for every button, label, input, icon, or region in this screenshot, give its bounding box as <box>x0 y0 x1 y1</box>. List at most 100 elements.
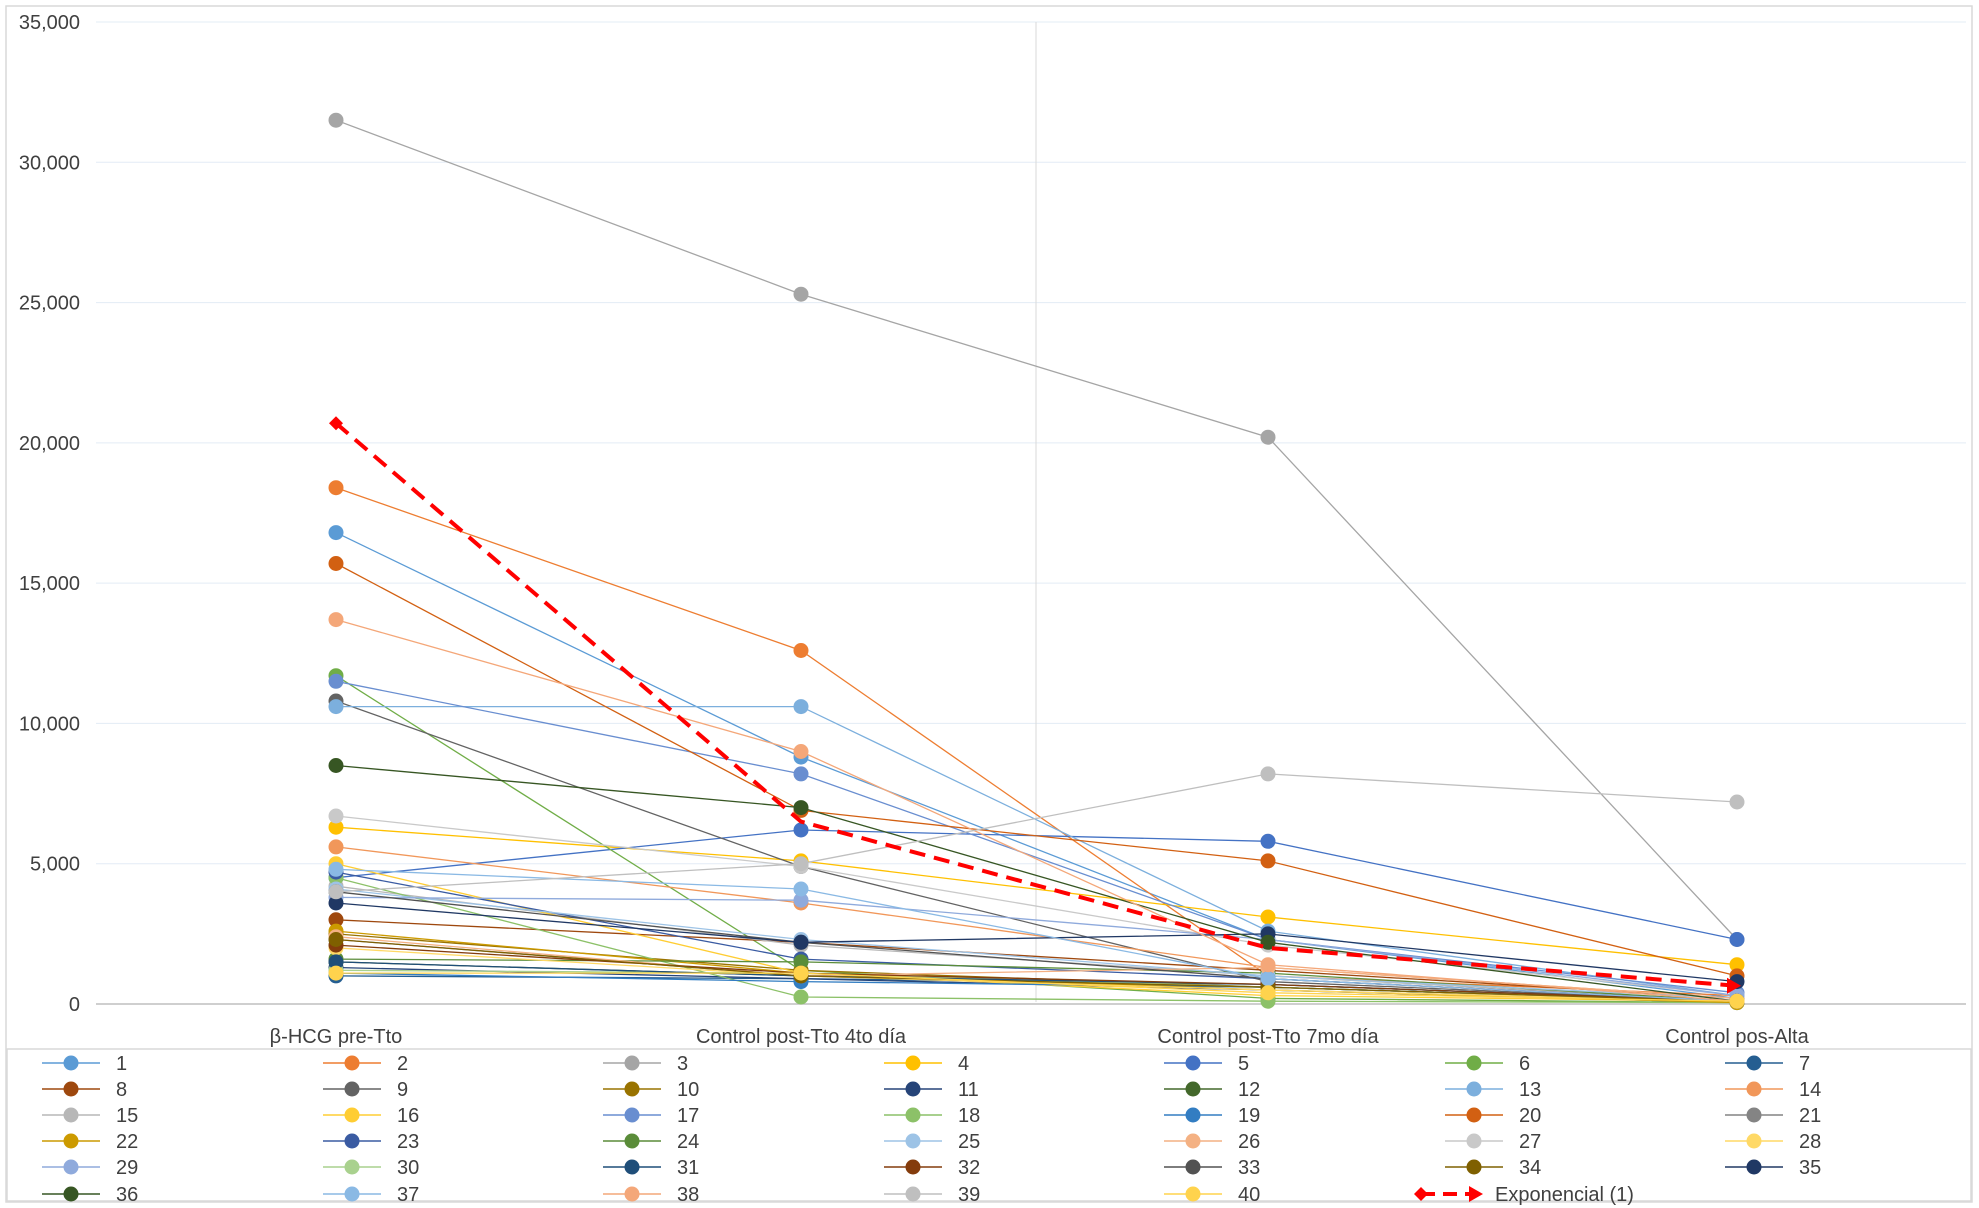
legend-marker <box>63 1107 79 1123</box>
data-point <box>328 525 344 541</box>
legend-label: 3 <box>677 1053 688 1075</box>
legend-item-31: 31 <box>603 1157 699 1179</box>
data-point <box>328 839 344 855</box>
legend-marker <box>905 1186 921 1202</box>
data-point <box>793 856 809 872</box>
legend-marker <box>1466 1055 1482 1071</box>
legend-marker <box>1185 1133 1201 1149</box>
legend-item-13: 13 <box>1445 1079 1541 1101</box>
legend-item-18: 18 <box>884 1105 980 1127</box>
y-axis-ticks: 0 5,000 10,000 15,000 20,000 25,000 30,000 35,0… <box>19 12 80 1016</box>
data-point <box>328 912 344 928</box>
data-point <box>1260 985 1276 1001</box>
legend-marker <box>624 1186 640 1202</box>
legend-item-36: 36 <box>42 1184 138 1206</box>
legend-label: 23 <box>397 1131 419 1153</box>
legend-item-17: 17 <box>603 1105 699 1127</box>
trendline <box>329 416 1741 994</box>
data-point <box>793 744 809 759</box>
legend-label: 16 <box>397 1105 419 1127</box>
legend-marker <box>63 1133 79 1149</box>
legend-label: 37 <box>397 1184 419 1206</box>
legend-item-27: 27 <box>1445 1131 1541 1153</box>
chart-border <box>5 5 1973 1203</box>
legend-marker <box>63 1081 79 1097</box>
legend-item-26: 26 <box>1164 1131 1260 1153</box>
legend-item-39: 39 <box>884 1184 980 1206</box>
legend-label: 40 <box>1238 1184 1260 1206</box>
legend-marker <box>905 1159 921 1175</box>
data-point <box>328 895 344 911</box>
legend-item-3: 3 <box>603 1053 688 1075</box>
legend-marker <box>1185 1055 1201 1071</box>
legend-marker <box>344 1186 360 1202</box>
x-axis-ticks: β-HCG pre-Tto Control post-Tto 4to día Con… <box>270 1026 1810 1048</box>
legend-item-29: 29 <box>42 1157 138 1179</box>
legend-item-20: 20 <box>1445 1105 1541 1127</box>
legend-label: 20 <box>1519 1105 1541 1127</box>
series-line <box>335 938 1738 1002</box>
legend-item-8: 8 <box>42 1079 127 1101</box>
data-point <box>328 884 344 900</box>
legend-marker <box>344 1081 360 1097</box>
data-point <box>793 643 809 658</box>
legend-label: 8 <box>116 1079 127 1101</box>
data-point <box>328 480 344 496</box>
legend-marker <box>624 1107 640 1123</box>
legend-label: 27 <box>1519 1131 1541 1153</box>
legend-marker <box>624 1133 640 1149</box>
legend-marker <box>905 1107 921 1123</box>
legend-marker <box>1466 1107 1482 1123</box>
series-36 <box>328 758 1745 1009</box>
data-point <box>793 965 809 981</box>
legend-marker <box>1746 1081 1762 1097</box>
data-point <box>328 808 344 824</box>
legend-item-11: 11 <box>884 1079 979 1101</box>
legend-item-35: 35 <box>1725 1157 1821 1179</box>
legend-label: Exponencial (1) <box>1495 1184 1634 1206</box>
legend-marker <box>1414 1187 1428 1201</box>
legend-arrow <box>1469 1186 1483 1202</box>
x-tick-label: β-HCG pre-Tto <box>270 1026 403 1048</box>
y-tick-label: 10,000 <box>19 713 80 735</box>
legend-item-12: 12 <box>1164 1079 1260 1101</box>
legend-item-15: 15 <box>42 1105 138 1127</box>
legend-label: 21 <box>1799 1105 1821 1127</box>
legend-item-10: 10 <box>603 1079 699 1101</box>
data-point <box>793 892 809 908</box>
x-tick-label: Control post-Tto 7mo día <box>1157 1026 1379 1048</box>
legend-item-33: 33 <box>1164 1157 1260 1179</box>
series-line <box>335 764 1738 1002</box>
series-line <box>335 826 1738 966</box>
data-point <box>793 881 809 897</box>
series-line <box>335 902 1738 983</box>
legend-label: 36 <box>116 1184 138 1206</box>
legend-label: 1 <box>116 1053 127 1075</box>
data-point <box>1260 909 1276 925</box>
legend-item-7: 7 <box>1725 1053 1810 1075</box>
legend-item-9: 9 <box>323 1079 408 1101</box>
data-point <box>1729 794 1745 810</box>
legend-item-21: 21 <box>1725 1105 1821 1127</box>
data-point <box>328 699 344 715</box>
data-point <box>1260 766 1276 782</box>
legend-marker <box>624 1055 640 1071</box>
legend-label: 34 <box>1519 1157 1541 1179</box>
data-point <box>328 861 344 877</box>
series-line <box>336 972 1738 1002</box>
data-point <box>1260 971 1276 987</box>
legend-item-24: 24 <box>603 1131 699 1153</box>
legend-marker <box>1746 1133 1762 1149</box>
data-point <box>328 965 344 981</box>
legend-box <box>6 1048 1972 1202</box>
legend-item-trendline: Exponencial (1) <box>1414 1184 1634 1206</box>
legend-label: 2 <box>397 1053 408 1075</box>
series-line <box>335 919 1738 1000</box>
data-point <box>793 954 809 970</box>
legend-item-5: 5 <box>1164 1053 1249 1075</box>
legend-marker <box>1466 1133 1482 1149</box>
series-line <box>335 618 1738 1002</box>
legend-item-19: 19 <box>1164 1105 1260 1127</box>
legend-label: 32 <box>958 1157 980 1179</box>
